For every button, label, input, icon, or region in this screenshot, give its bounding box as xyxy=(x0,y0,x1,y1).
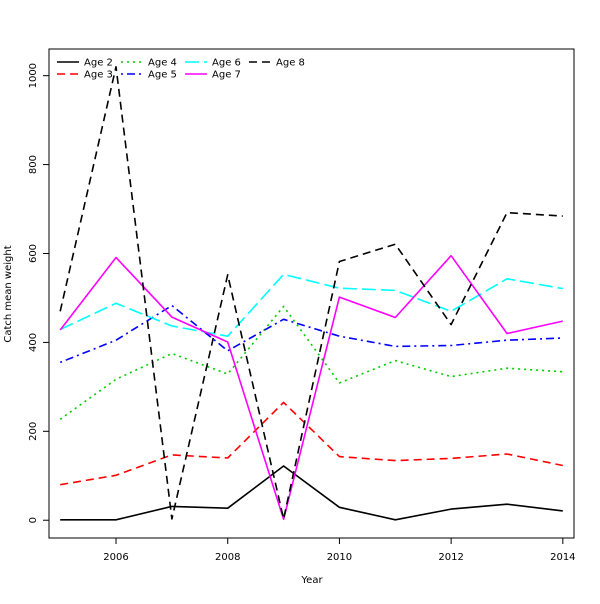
series-line-age-2 xyxy=(60,465,563,521)
y-tick-label: 400 xyxy=(28,333,39,352)
plot-frame xyxy=(48,48,575,539)
legend-item: Age 2 xyxy=(57,58,113,69)
x-tick-label: 2006 xyxy=(103,552,128,563)
x-tick-label: 2012 xyxy=(438,552,463,563)
legend-item: Age 3 xyxy=(57,70,113,81)
legend-label: Age 8 xyxy=(276,58,305,69)
y-tick-label: 200 xyxy=(28,422,39,441)
legend-label: Age 3 xyxy=(84,70,113,81)
legend-label: Age 4 xyxy=(148,58,177,69)
legend-label: Age 2 xyxy=(84,58,113,69)
legend-item: Age 7 xyxy=(185,70,241,81)
series-line-age-5 xyxy=(59,304,563,364)
y-axis: 0 200 400 600 800 1000 xyxy=(28,63,49,523)
legend-label: Age 5 xyxy=(148,70,177,81)
legend-label: Age 7 xyxy=(212,70,241,81)
legend-label: Age 6 xyxy=(212,58,241,69)
x-tick-label: 2008 xyxy=(215,552,240,563)
series-line-age-3 xyxy=(60,401,563,486)
y-tick-label: 0 xyxy=(28,517,39,523)
legend-item: Age 8 xyxy=(249,58,305,69)
series-layer xyxy=(59,66,563,521)
y-tick-label: 1000 xyxy=(28,63,39,88)
y-tick-label: 800 xyxy=(28,155,39,174)
x-axis-title: Year xyxy=(300,575,323,586)
y-axis-title: Catch mean weight xyxy=(3,245,14,342)
x-tick-label: 2010 xyxy=(327,552,352,563)
x-axis: 2006 2008 2010 2012 2014 xyxy=(103,538,576,563)
legend-item: Age 5 xyxy=(121,70,177,81)
series-line-age-4 xyxy=(59,305,563,420)
series-line-age-8 xyxy=(59,66,563,520)
y-tick-label: 600 xyxy=(28,244,39,263)
legend-item: Age 4 xyxy=(121,58,177,69)
x-tick-label: 2014 xyxy=(550,552,575,563)
legend-item: Age 6 xyxy=(185,58,241,69)
